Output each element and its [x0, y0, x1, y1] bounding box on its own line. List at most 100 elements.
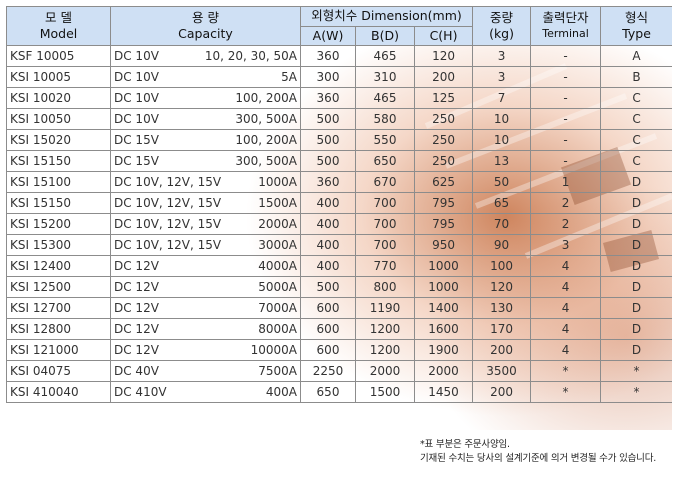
- terminal-cell: *: [530, 360, 602, 382]
- terminal-cell: 4: [530, 318, 602, 340]
- dim-c-cell: 2000: [413, 360, 474, 382]
- voltage-value: DC 10V: [114, 70, 159, 84]
- capacity-values: DC 10V 300, 500A: [114, 110, 297, 129]
- type-cell: D: [600, 318, 672, 340]
- dim-a-cell: 2250: [300, 360, 356, 382]
- model-cell: KSI 121000: [6, 339, 111, 361]
- dim-b-cell: 800: [355, 276, 415, 298]
- table-row: KSI 04075 DC 40V 7500A 2250 2000 2000 3500 * *: [6, 360, 672, 382]
- type-cell: A: [600, 45, 672, 67]
- capacity-cell: DC 10V, 12V, 15V 3000A: [110, 234, 301, 256]
- table-row: KSI 15150 DC 15V 300, 500A 500 650 250 13- C: [6, 150, 672, 172]
- terminal-cell: *: [530, 381, 602, 403]
- voltage-value: DC 12V: [114, 322, 159, 336]
- capacity-values: DC 10V, 12V, 15V 2000A: [114, 215, 297, 234]
- current-value: 8000A: [258, 322, 297, 336]
- table-row: KSI 10050 DC 10V 300, 500A 500 580 250 10- C: [6, 108, 672, 130]
- capacity-cell: DC 10V, 12V, 15V 1500A: [110, 192, 301, 214]
- dim-b-cell: 670: [355, 171, 415, 193]
- capacity-values: DC 10V 10, 20, 30, 50A: [114, 47, 297, 66]
- table-row: KSI 15150 DC 10V, 12V, 15V 1500A 400 700 795 6…: [6, 192, 672, 214]
- weight-cell: 130: [472, 297, 532, 319]
- voltage-value: DC 10V: [114, 112, 159, 126]
- model-cell: KSI 10020: [6, 87, 111, 109]
- weight-cell: 13: [472, 150, 532, 172]
- model-cell: KSI 15300: [6, 234, 111, 256]
- weight-cell: 170: [472, 318, 532, 340]
- header-row: 모 델 Model 용 량 Capacity 외형치수 Dimension(mm…: [6, 6, 672, 46]
- capacity-header-en: Capacity: [178, 26, 233, 41]
- type-cell: D: [600, 171, 672, 193]
- capacity-values: DC 10V 100, 200A: [114, 89, 297, 108]
- table-row: KSI 15200 DC 10V, 12V, 15V 2000A 400 700 795 7…: [6, 213, 672, 235]
- dim-a-cell: 500: [300, 129, 356, 151]
- terminal-cell: 1: [530, 171, 602, 193]
- terminal-cell: 4: [530, 297, 602, 319]
- dim-c-cell: 795: [413, 213, 474, 235]
- dim-c-cell: 250: [413, 129, 474, 151]
- terminal-cell: 2: [530, 213, 602, 235]
- terminal-cell: 3: [530, 234, 602, 256]
- terminal-cell: 2: [530, 192, 602, 214]
- weight-cell: 10: [472, 129, 532, 151]
- weight-cell: 10: [472, 108, 532, 130]
- model-header: 모 델 Model: [6, 6, 111, 46]
- model-cell: KSF 10005: [6, 45, 111, 67]
- dim-b-cell: 465: [355, 45, 415, 67]
- dim-a-cell: 500: [300, 276, 356, 298]
- dim-c-cell: 200: [413, 66, 474, 88]
- voltage-value: DC 12V: [114, 259, 159, 273]
- capacity-cell: DC 15V 300, 500A: [110, 150, 301, 172]
- weight-cell: 65: [472, 192, 532, 214]
- current-value: 2000A: [258, 217, 297, 231]
- dim-a-cell: 400: [300, 234, 356, 256]
- capacity-cell: DC 12V 4000A: [110, 255, 301, 277]
- voltage-value: DC 10V, 12V, 15V: [114, 196, 222, 210]
- model-header-en: Model: [39, 26, 78, 41]
- dim-b-cell: 770: [355, 255, 415, 277]
- dim-a-cell: 600: [300, 318, 356, 340]
- capacity-cell: DC 15V 100, 200A: [110, 129, 301, 151]
- footnotes: *표 부분은 주문사양임. 기재된 수치는 당사의 설계기준에 의거 변경될 수…: [420, 438, 678, 466]
- voltage-value: DC 12V: [114, 343, 159, 357]
- model-cell: KSI 15200: [6, 213, 111, 235]
- voltage-value: DC 410V: [114, 385, 167, 399]
- voltage-value: DC 10V, 12V, 15V: [114, 238, 222, 252]
- current-value: 7500A: [258, 364, 297, 378]
- capacity-values: DC 10V 5A: [114, 68, 297, 87]
- current-value: 400A: [265, 385, 297, 399]
- table-row: KSI 10020 DC 10V 100, 200A 360 465 125 7- C: [6, 87, 672, 109]
- weight-cell: 3: [472, 45, 532, 67]
- capacity-values: DC 10V, 12V, 15V 1500A: [114, 194, 297, 213]
- voltage-value: DC 10V, 12V, 15V: [114, 217, 222, 231]
- terminal-cell: 4: [530, 276, 602, 298]
- weight-cell: 3500: [472, 360, 532, 382]
- type-cell: D: [600, 192, 672, 214]
- table-row: KSI 12400 DC 12V 4000A 400 770 1000 100 4 D: [6, 255, 672, 277]
- capacity-cell: DC 12V 5000A: [110, 276, 301, 298]
- dim-b-cell: 465: [355, 87, 415, 109]
- terminal-cell: -: [530, 129, 602, 151]
- type-cell: D: [600, 234, 672, 256]
- terminal-cell: -: [530, 45, 602, 67]
- capacity-cell: DC 12V 8000A: [110, 318, 301, 340]
- model-cell: KSI 12800: [6, 318, 111, 340]
- type-header-ko: 형식: [625, 10, 649, 25]
- type-cell: C: [600, 108, 672, 130]
- capacity-cell: DC 10V 10, 20, 30, 50A: [110, 45, 301, 67]
- table-row: KSI 410040 DC 410V 400A 650 1500 1450 200 * *: [6, 381, 672, 403]
- dim-a-header: A(W): [300, 25, 356, 46]
- terminal-cell: -: [530, 108, 602, 130]
- current-value: 3000A: [258, 238, 297, 252]
- terminal-cell: -: [530, 66, 602, 88]
- spec-table-panel: 모 델 Model 용 량 Capacity 외형치수 Dimension(mm…: [6, 6, 672, 430]
- voltage-value: DC 12V: [114, 301, 159, 315]
- model-cell: KSI 12500: [6, 276, 111, 298]
- dim-a-cell: 360: [300, 87, 356, 109]
- table-row: KSI 12700 DC 12V 7000A 600 1190 1400 130 4 D: [6, 297, 672, 319]
- dim-b-cell: 1500: [355, 381, 415, 403]
- current-value: 4000A: [258, 259, 297, 273]
- terminal-header: 출력단자 Terminal: [530, 6, 602, 46]
- model-cell: KSI 10050: [6, 108, 111, 130]
- weight-cell: 70: [472, 213, 532, 235]
